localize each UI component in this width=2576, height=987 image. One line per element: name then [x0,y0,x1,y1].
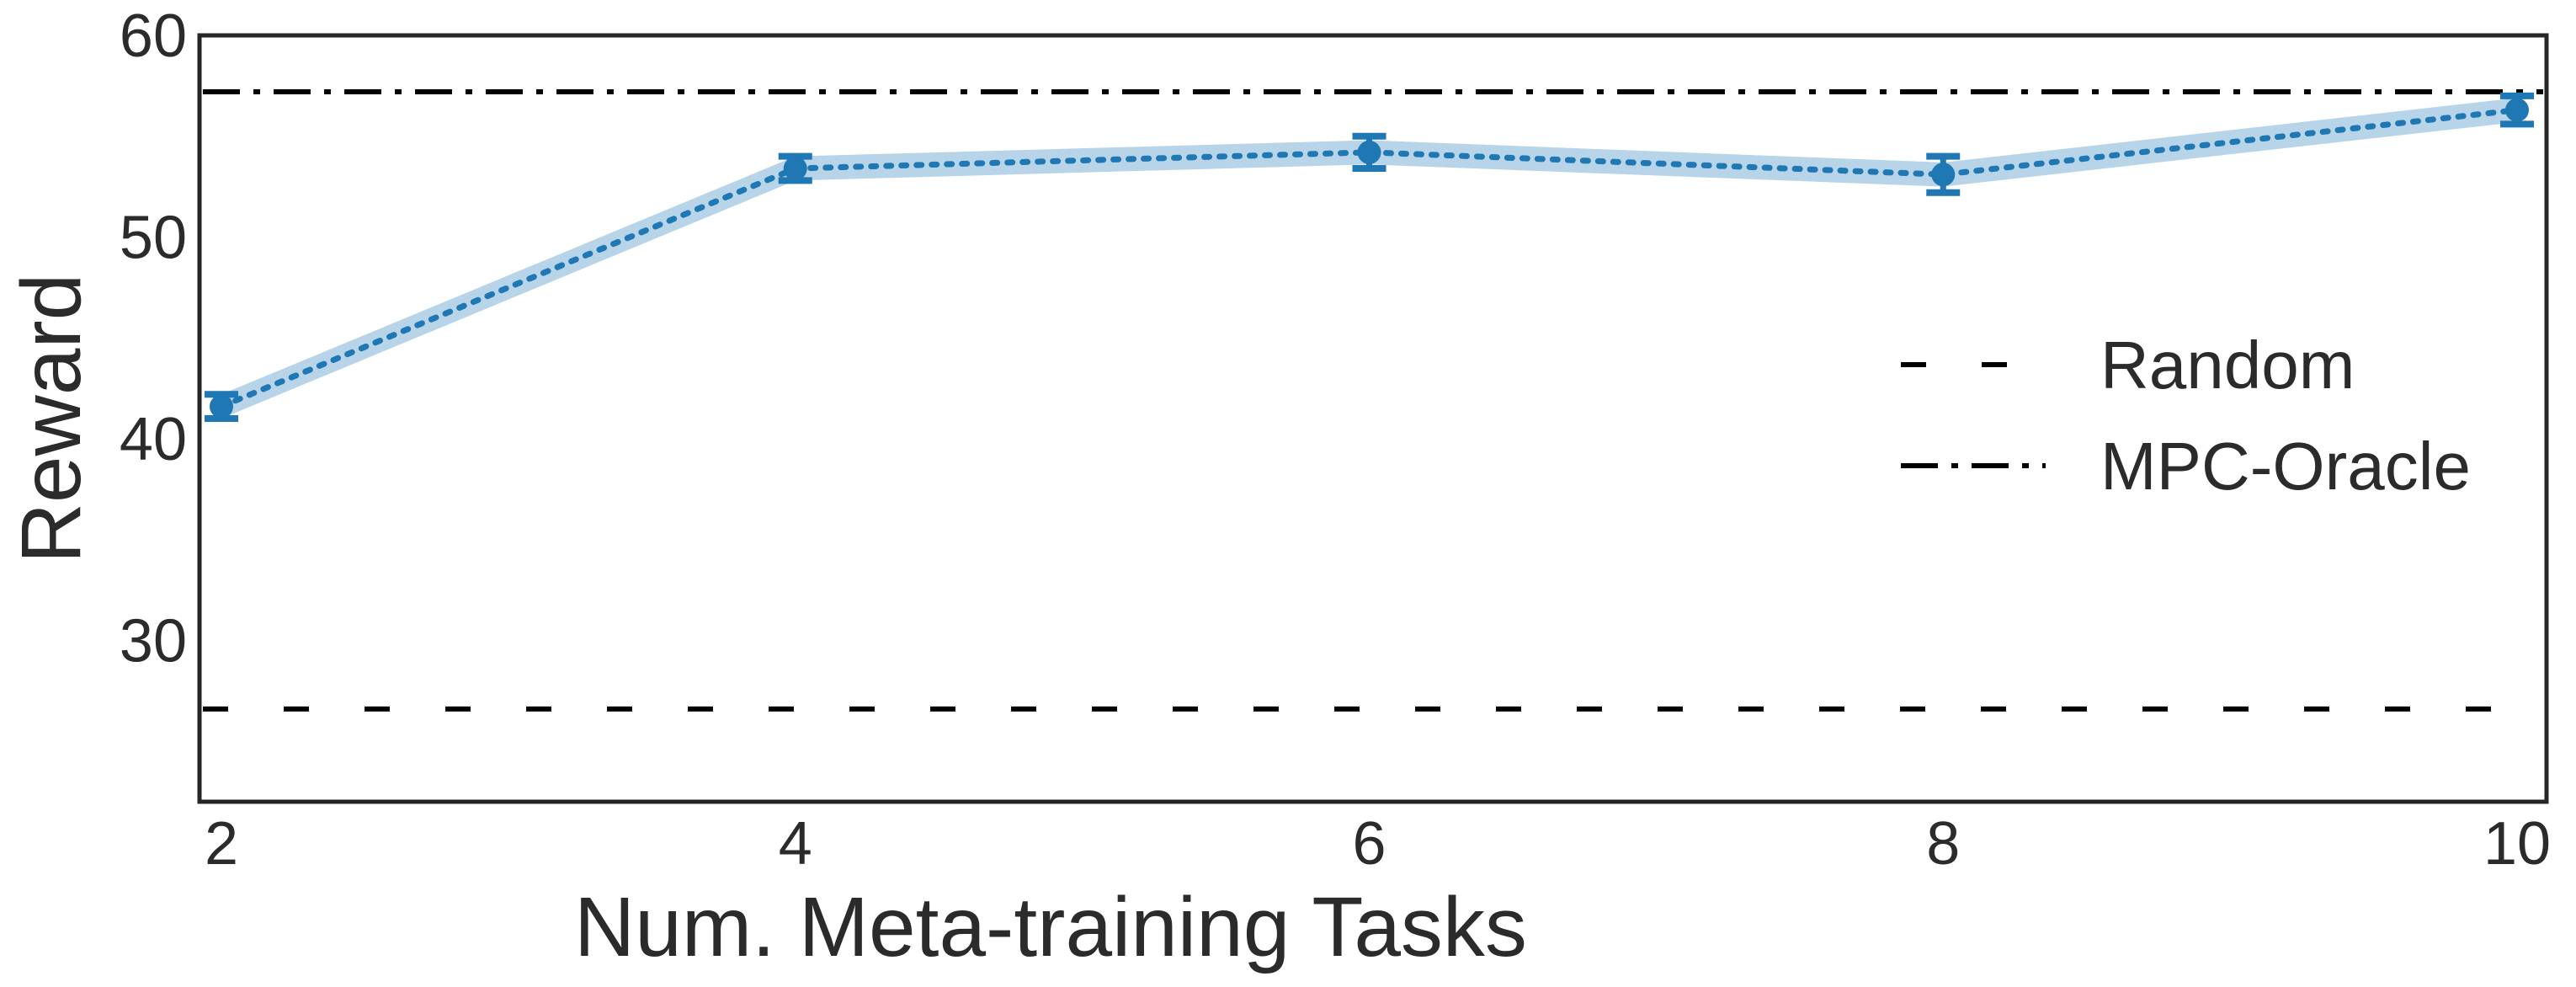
plot-frame [197,33,2549,804]
x-tick-label: 4 [779,810,812,878]
legend-label: MPC-Oracle [2100,429,2471,504]
data-point [210,394,233,419]
data-point [2505,98,2529,122]
y-axis-label: Reward [4,274,98,564]
x-tick-label: 6 [1352,810,1386,878]
data-point [783,157,807,181]
x-tick-label: 8 [1926,810,1960,878]
x-tick-label: 2 [205,810,238,878]
legend-item-random: Random [1901,328,2355,403]
legend: Random MPC-Oracle [1901,328,2471,504]
data-point [1357,140,1381,164]
y-tick-label: 50 [120,204,187,271]
x-axis-label: Num. Meta-training Tasks [574,880,1527,974]
legend-item-mpc-oracle: MPC-Oracle [1901,429,2471,504]
y-tick-label: 40 [120,406,187,473]
legend-label: Random [2100,328,2355,403]
y-tick-label: 60 [120,3,187,70]
data-point [1931,163,1956,187]
x-tick-label: 10 [2483,810,2551,878]
y-tick-label: 30 [120,607,187,675]
